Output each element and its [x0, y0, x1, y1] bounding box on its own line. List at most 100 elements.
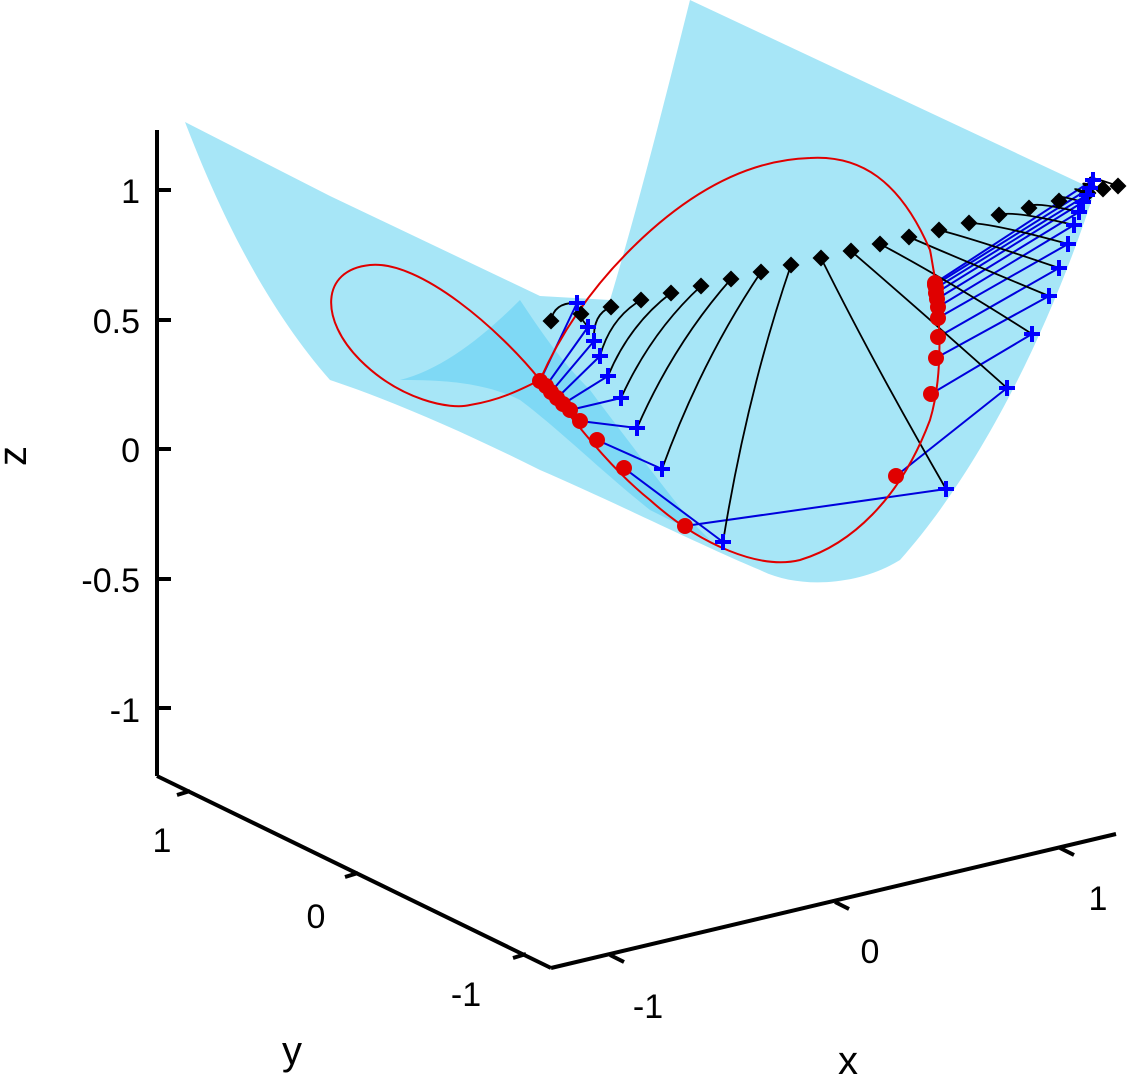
diamond-marker — [1109, 177, 1127, 195]
z-tick-label: -1 — [110, 692, 140, 730]
circle-marker — [616, 460, 632, 476]
markers — [532, 172, 1127, 550]
surface-back-sheet — [185, 0, 1095, 583]
x-axis-title: x — [838, 1039, 858, 1078]
z-tick-label: 1 — [121, 173, 140, 211]
circle-marker — [888, 468, 904, 484]
plus-marker — [569, 295, 585, 311]
plus-diamond-connector — [850, 250, 1008, 389]
circle-plus-connector — [895, 387, 1008, 477]
plus-marker — [1024, 326, 1040, 342]
plus-marker — [629, 420, 645, 436]
diamond-marker — [722, 270, 740, 288]
circle-plus-connector — [936, 211, 1080, 300]
circle-plus-connector — [935, 194, 1088, 289]
plus-marker — [1085, 172, 1101, 188]
diamond-marker — [990, 206, 1008, 224]
diamond-marker — [602, 298, 620, 316]
diamond-marker — [842, 242, 860, 260]
circle-marker — [572, 413, 588, 429]
circle-plus-connector — [935, 295, 1050, 359]
plus-marker — [1060, 236, 1076, 252]
plus-diamond-connector — [636, 278, 732, 429]
z-tick-label: 0 — [121, 432, 140, 470]
circle-plus-connector — [930, 333, 1033, 395]
y-tick-label: 1 — [153, 822, 172, 860]
tick-marks — [157, 188, 1075, 964]
circle-plus-connector — [935, 201, 1084, 294]
circle-plus-connector — [579, 420, 638, 429]
plus-marker — [1041, 288, 1057, 304]
circle-plus-connector — [556, 355, 601, 399]
plus-marker — [1071, 204, 1087, 220]
circle-marker — [923, 386, 939, 402]
plus-marker — [938, 481, 954, 497]
x-axis-line — [550, 832, 1117, 970]
circle-marker — [677, 518, 693, 534]
surface — [185, 0, 1095, 583]
plus-diamond-connector — [938, 229, 1060, 269]
plus-diamond-connector — [820, 257, 947, 490]
plus-marker — [613, 390, 629, 406]
plus-diamond-connector — [908, 236, 1050, 297]
circle-plus-connector — [562, 375, 609, 405]
z-tick-label: -0.5 — [81, 562, 140, 600]
x-tick-label: 0 — [861, 933, 880, 971]
circle-marker — [930, 329, 946, 345]
y-tick-label: 0 — [307, 898, 326, 936]
red-curve-layer — [330, 156, 941, 564]
diamond-marker — [900, 228, 918, 246]
diamond-marker — [871, 235, 889, 253]
surface-fold — [400, 300, 710, 540]
x-tick — [609, 953, 625, 964]
circle-plus-connector — [596, 439, 663, 470]
circle-plus-connector — [545, 326, 589, 387]
y-tick-labels: 1 0 -1 — [153, 822, 482, 1014]
plus-marker — [592, 348, 608, 364]
circle-plus-connector — [684, 488, 947, 527]
y-axis-title: y — [282, 1029, 302, 1073]
x-tick-label: 1 — [1089, 880, 1108, 918]
circle-plus-connector — [569, 397, 622, 411]
plus-diamond-connector — [599, 299, 642, 357]
axes — [155, 130, 1117, 970]
diamond-marker — [752, 263, 770, 281]
plus-marker — [654, 461, 670, 477]
plus-marker — [1082, 180, 1098, 196]
y-tick — [512, 952, 527, 960]
circle-plus-connector — [623, 467, 724, 543]
plus-diamond-connector — [620, 285, 702, 399]
diamond-marker — [812, 249, 830, 267]
y-tick — [176, 789, 191, 797]
circle-marker — [589, 432, 605, 448]
plus-marker — [1066, 217, 1082, 233]
x-tick — [834, 900, 850, 911]
plus-diamond-connector — [722, 264, 792, 543]
plus-marker — [1051, 260, 1067, 276]
circle-marker — [562, 402, 578, 418]
diamond-marker — [930, 221, 948, 239]
plus-marker — [586, 333, 602, 349]
z-tick-labels: 1 0.5 0 -0.5 -1 — [81, 173, 140, 730]
circle-marker — [930, 310, 946, 326]
diamond-marker — [632, 291, 650, 309]
red-curve — [330, 156, 941, 564]
x-tick-label: -1 — [633, 988, 663, 1026]
circle-marker — [928, 350, 944, 366]
circle-plus-connector — [937, 267, 1060, 338]
y-tick — [344, 871, 359, 879]
plus-marker — [715, 534, 731, 550]
circle-plus-connector — [550, 340, 595, 393]
plus-diamond-connector — [607, 292, 672, 377]
y-tick-label: -1 — [451, 976, 481, 1014]
diamond-marker — [782, 256, 800, 274]
x-tick-labels: -1 0 1 — [633, 880, 1108, 1026]
plus-marker — [999, 380, 1015, 396]
y-axis-line — [156, 774, 552, 970]
plus-diamond-connector — [879, 243, 1033, 335]
x-tick — [1059, 846, 1075, 857]
z-axis-title: z — [0, 446, 35, 466]
plus-diamond-connector — [661, 271, 762, 470]
plus-marker — [600, 368, 616, 384]
